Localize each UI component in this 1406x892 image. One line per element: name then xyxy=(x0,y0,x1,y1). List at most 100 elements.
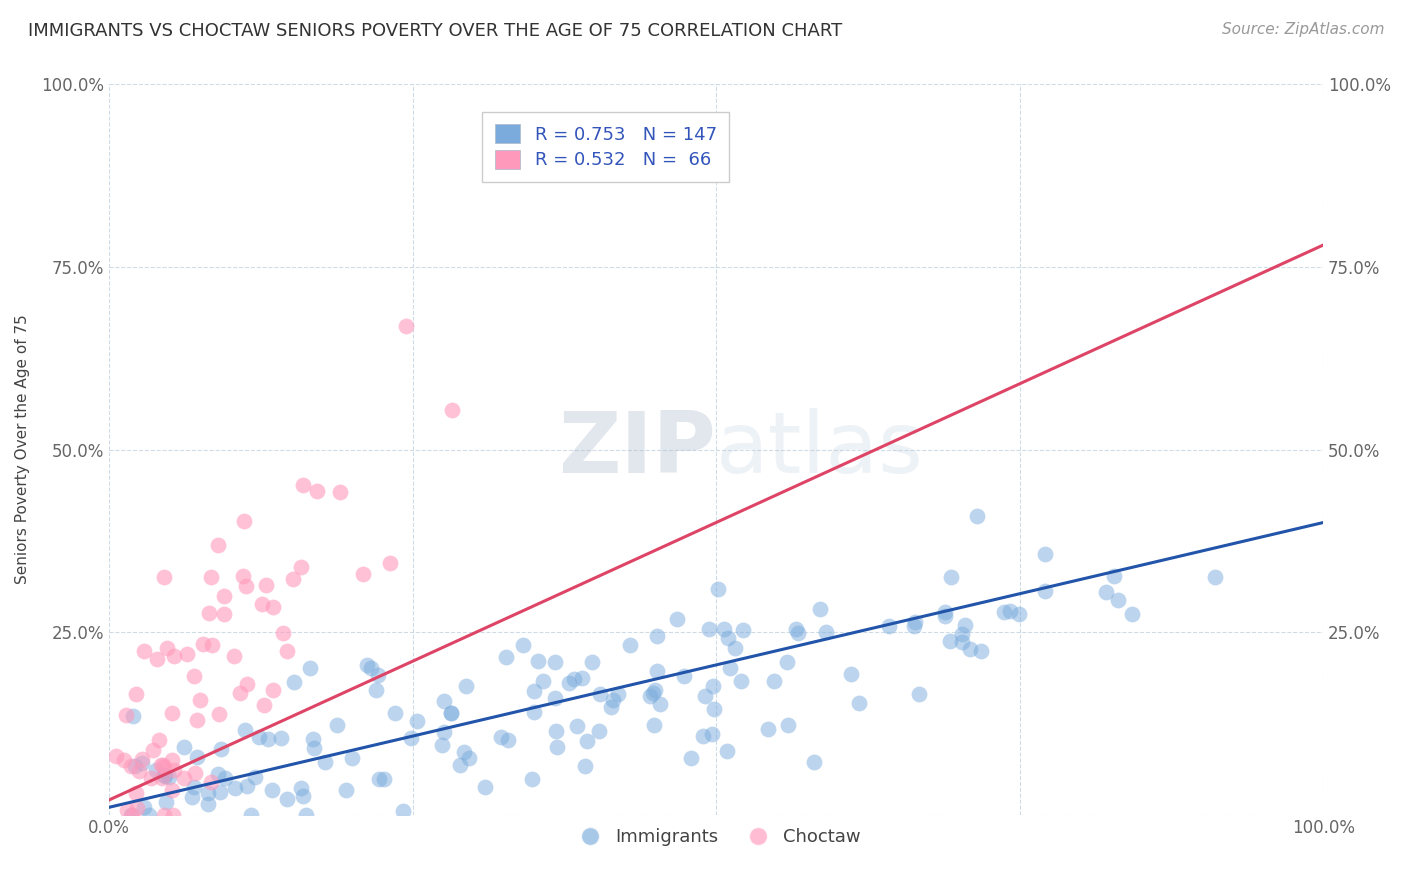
Point xyxy=(298,661,321,675)
Point xyxy=(132,644,155,658)
Point xyxy=(340,751,363,765)
Point xyxy=(903,615,925,629)
Point xyxy=(395,318,418,333)
Point xyxy=(1204,570,1226,584)
Point xyxy=(571,671,593,685)
Point xyxy=(229,686,252,700)
Point xyxy=(120,807,142,822)
Point xyxy=(121,807,143,822)
Point xyxy=(183,668,205,682)
Point xyxy=(1094,585,1116,599)
Point xyxy=(959,641,981,656)
Point xyxy=(966,508,988,523)
Point xyxy=(993,605,1015,619)
Point xyxy=(718,661,741,675)
Point xyxy=(235,579,257,593)
Point xyxy=(173,740,195,755)
Point xyxy=(153,570,176,584)
Point xyxy=(197,786,219,800)
Point xyxy=(160,753,183,767)
Point xyxy=(131,756,153,770)
Point xyxy=(125,687,148,701)
Point xyxy=(606,687,628,701)
Point xyxy=(392,804,415,818)
Text: IMMIGRANTS VS CHOCTAW SENIORS POVERTY OVER THE AGE OF 75 CORRELATION CHART: IMMIGRANTS VS CHOCTAW SENIORS POVERTY OV… xyxy=(28,22,842,40)
Point xyxy=(254,578,277,592)
Point xyxy=(373,772,395,786)
Point xyxy=(149,758,172,772)
Point xyxy=(703,701,725,715)
Point xyxy=(150,772,173,786)
Point xyxy=(112,753,135,767)
Point xyxy=(401,731,423,745)
Point xyxy=(162,807,184,822)
Point xyxy=(939,633,962,648)
Point xyxy=(700,727,723,741)
Point xyxy=(209,742,232,756)
Point xyxy=(589,687,612,701)
Point xyxy=(124,759,146,773)
Point xyxy=(214,771,236,785)
Point xyxy=(599,699,621,714)
Point xyxy=(173,772,195,786)
Point xyxy=(295,807,318,822)
Point xyxy=(546,739,568,754)
Point xyxy=(314,756,336,770)
Point xyxy=(160,706,183,720)
Point xyxy=(364,682,387,697)
Point xyxy=(713,622,735,636)
Point xyxy=(156,641,179,656)
Point xyxy=(193,637,215,651)
Point xyxy=(138,807,160,822)
Point xyxy=(520,772,543,786)
Point xyxy=(142,743,165,757)
Point xyxy=(152,757,174,772)
Point xyxy=(576,734,599,748)
Point xyxy=(489,730,512,744)
Point xyxy=(188,693,211,707)
Point xyxy=(643,686,665,700)
Point xyxy=(495,650,517,665)
Point xyxy=(262,683,284,698)
Point xyxy=(574,758,596,772)
Point xyxy=(198,607,221,621)
Point xyxy=(208,785,231,799)
Point xyxy=(903,619,925,633)
Point xyxy=(222,648,245,663)
Point xyxy=(104,748,127,763)
Point xyxy=(212,589,235,603)
Point xyxy=(139,771,162,785)
Point xyxy=(643,717,665,731)
Point xyxy=(531,674,554,689)
Point xyxy=(666,612,689,626)
Point xyxy=(776,655,799,669)
Point xyxy=(1102,569,1125,583)
Point xyxy=(474,780,496,794)
Point xyxy=(440,402,463,417)
Point xyxy=(439,706,461,720)
Point xyxy=(1000,604,1022,618)
Point xyxy=(186,713,208,727)
Point xyxy=(253,698,276,712)
Point xyxy=(290,560,312,574)
Point xyxy=(224,780,246,795)
Point xyxy=(778,718,800,732)
Point xyxy=(953,618,976,632)
Point xyxy=(803,756,825,770)
Point xyxy=(707,582,730,596)
Point xyxy=(236,779,259,793)
Point xyxy=(153,767,176,781)
Point xyxy=(673,669,696,683)
Point xyxy=(544,690,567,705)
Point xyxy=(250,597,273,611)
Point xyxy=(233,723,256,737)
Point xyxy=(588,724,610,739)
Point xyxy=(638,689,661,703)
Point xyxy=(619,638,641,652)
Point xyxy=(512,638,534,652)
Point xyxy=(131,752,153,766)
Point xyxy=(695,689,717,703)
Point xyxy=(581,656,603,670)
Point xyxy=(176,647,198,661)
Point xyxy=(730,673,752,688)
